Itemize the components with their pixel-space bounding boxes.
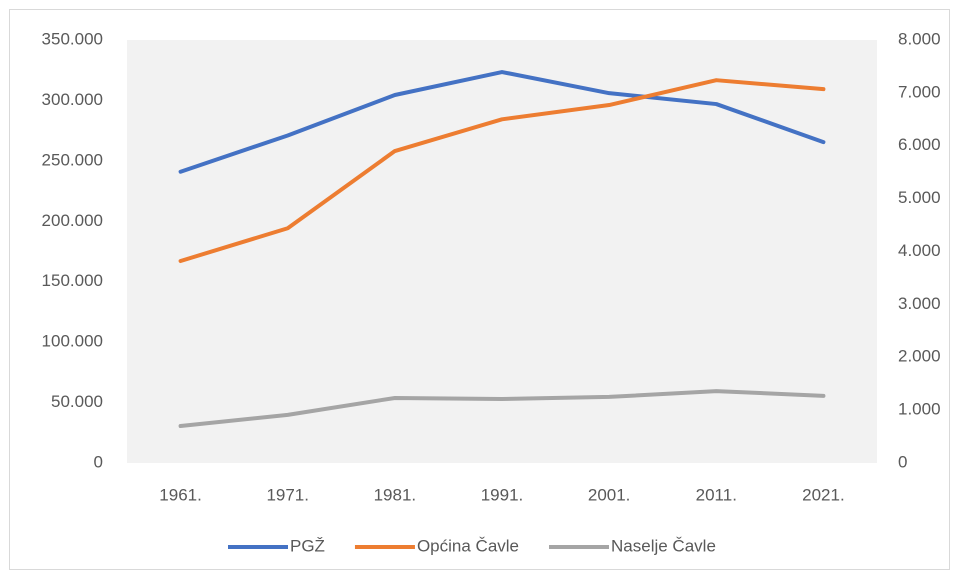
x-tick-label: 2011. bbox=[696, 485, 737, 504]
y-tick-label: 300.000 bbox=[42, 90, 103, 109]
y-tick-label: 250.000 bbox=[42, 150, 103, 169]
y-tick-label: 150.000 bbox=[42, 271, 103, 290]
legend-label: PGŽ bbox=[290, 536, 325, 555]
y2-tick-label: 6.000 bbox=[898, 135, 941, 154]
y-tick-label: 100.000 bbox=[42, 332, 103, 351]
x-tick-label: 2021. bbox=[802, 485, 845, 504]
x-tick-label: 1961. bbox=[159, 485, 202, 504]
y-tick-label: 200.000 bbox=[42, 211, 103, 230]
series-line bbox=[178, 78, 826, 264]
y-tick-label: 0 bbox=[94, 452, 103, 471]
y2-tick-label: 1.000 bbox=[898, 400, 941, 419]
y2-tick-label: 7.000 bbox=[898, 82, 941, 101]
x-tick-label: 2001. bbox=[588, 485, 631, 504]
x-tick-label: 1991. bbox=[481, 485, 524, 504]
x-tick-label: 1981. bbox=[374, 485, 417, 504]
y2-tick-label: 3.000 bbox=[898, 294, 941, 313]
legend-label: Naselje Čavle bbox=[611, 536, 716, 555]
y-tick-label: 50.000 bbox=[51, 392, 103, 411]
legend-label: Općina Čavle bbox=[417, 536, 519, 555]
y2-tick-label: 0 bbox=[898, 452, 907, 471]
y-tick-label: 350.000 bbox=[42, 29, 103, 48]
y2-tick-label: 2.000 bbox=[898, 347, 941, 366]
series-line bbox=[178, 70, 826, 174]
y2-tick-label: 8.000 bbox=[898, 29, 941, 48]
y2-tick-label: 4.000 bbox=[898, 241, 941, 260]
x-tick-label: 1971. bbox=[266, 485, 309, 504]
series-line bbox=[178, 389, 826, 428]
y2-tick-label: 5.000 bbox=[898, 188, 941, 207]
